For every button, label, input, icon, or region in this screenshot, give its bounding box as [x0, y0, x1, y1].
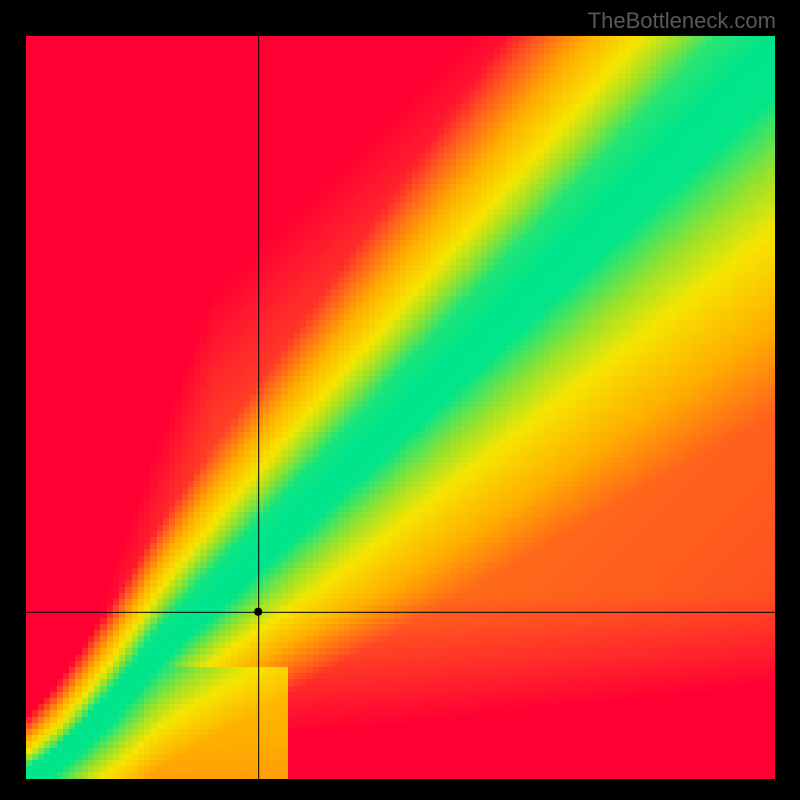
bottleneck-heatmap: [26, 36, 775, 779]
attribution-text: TheBottleneck.com: [588, 8, 776, 34]
chart-container: TheBottleneck.com: [0, 0, 800, 800]
